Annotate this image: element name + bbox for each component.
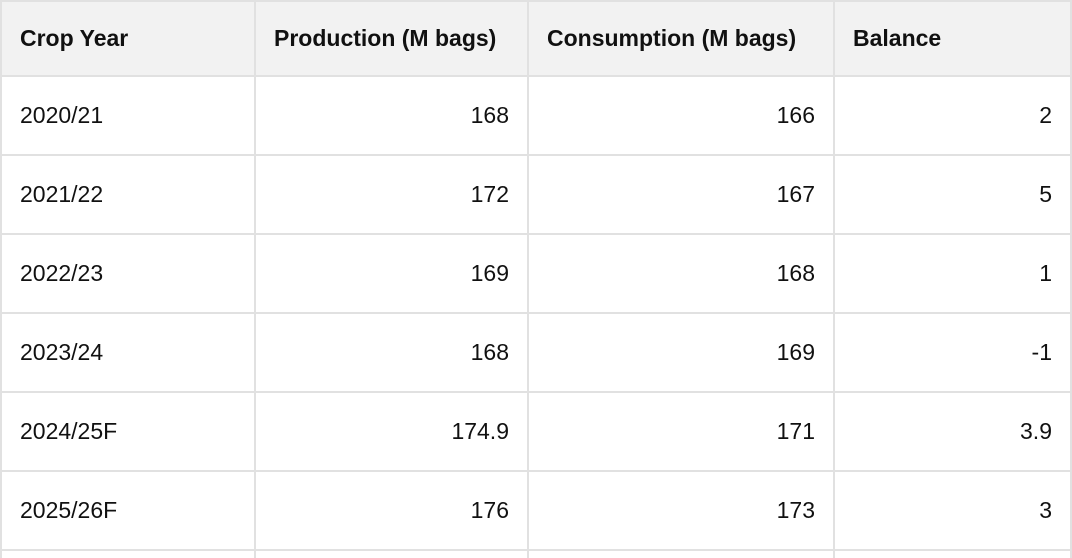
header-cell-consumption: Consumption (M bags) — [528, 1, 834, 76]
cell-balance — [834, 550, 1071, 558]
header-cell-balance: Balance — [834, 1, 1071, 76]
cell-production: 172 — [255, 155, 528, 234]
cell-consumption: 166 — [528, 76, 834, 155]
cell-crop-year: 2025/26F — [1, 471, 255, 550]
table-row: 2025/26F 176 173 3 — [1, 471, 1071, 550]
cell-crop-year: 2024/25F — [1, 392, 255, 471]
cell-production: 174.9 — [255, 392, 528, 471]
cell-balance: -1 — [834, 313, 1071, 392]
cell-production: 169 — [255, 234, 528, 313]
header-cell-crop-year: Crop Year — [1, 1, 255, 76]
cell-consumption: 169 — [528, 313, 834, 392]
table-header-row: Crop Year Production (M bags) Consumptio… — [1, 1, 1071, 76]
crop-balance-table: Crop Year Production (M bags) Consumptio… — [0, 0, 1072, 558]
cell-crop-year: 2021/22 — [1, 155, 255, 234]
table-row: 2021/22 172 167 5 — [1, 155, 1071, 234]
cell-production: 168 — [255, 313, 528, 392]
cell-consumption: 167 — [528, 155, 834, 234]
cell-crop-year: 2023/24 — [1, 313, 255, 392]
cell-balance: 2 — [834, 76, 1071, 155]
cell-production: 168 — [255, 76, 528, 155]
table-row: 2023/24 168 169 -1 — [1, 313, 1071, 392]
cell-consumption: 173 — [528, 471, 834, 550]
cell-consumption: 168 — [528, 234, 834, 313]
header-cell-production: Production (M bags) — [255, 1, 528, 76]
cell-crop-year — [1, 550, 255, 558]
cell-production — [255, 550, 528, 558]
cell-production: 176 — [255, 471, 528, 550]
cell-balance: 1 — [834, 234, 1071, 313]
crop-balance-table-screen: Crop Year Production (M bags) Consumptio… — [0, 0, 1072, 558]
cell-crop-year: 2020/21 — [1, 76, 255, 155]
table-row: 2020/21 168 166 2 — [1, 76, 1071, 155]
cell-balance: 5 — [834, 155, 1071, 234]
table-row: 2022/23 169 168 1 — [1, 234, 1071, 313]
cell-balance: 3 — [834, 471, 1071, 550]
cell-balance: 3.9 — [834, 392, 1071, 471]
cell-consumption — [528, 550, 834, 558]
cell-crop-year: 2022/23 — [1, 234, 255, 313]
table-row: 2024/25F 174.9 171 3.9 — [1, 392, 1071, 471]
cell-consumption: 171 — [528, 392, 834, 471]
table-row-partial — [1, 550, 1071, 558]
